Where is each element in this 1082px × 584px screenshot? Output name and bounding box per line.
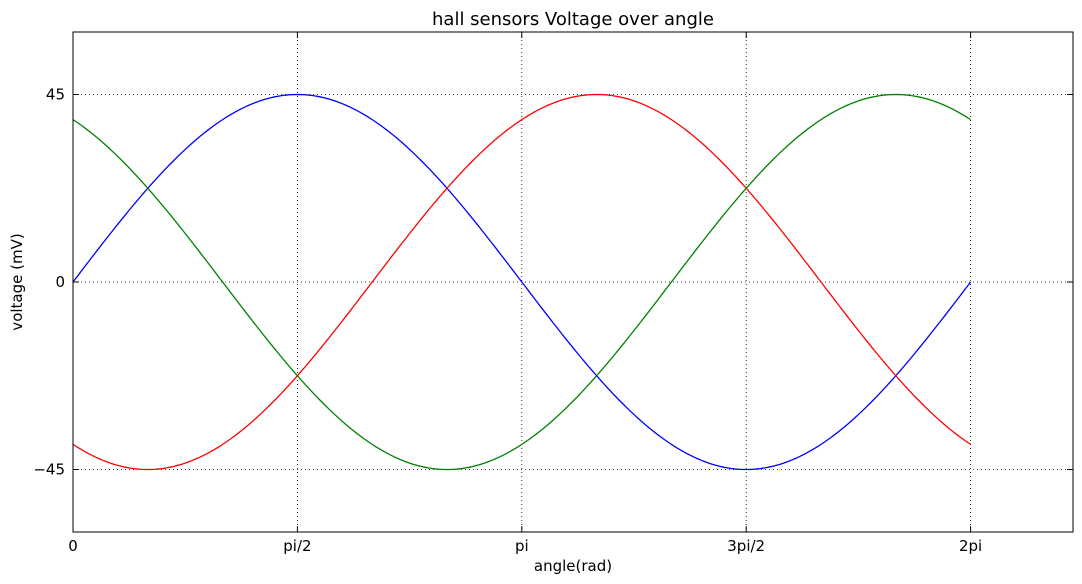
axis-ticks — [72, 32, 1073, 532]
y-tick-label: −45 — [33, 461, 65, 479]
y-tick-label: 45 — [46, 86, 65, 104]
x-tick-label: pi — [515, 537, 529, 555]
x-tick-label: pi/2 — [283, 537, 311, 555]
grid-lines — [73, 32, 1073, 532]
x-tick-label: 3pi/2 — [727, 537, 765, 555]
series-line-3 — [72, 93, 971, 471]
x-axis-label: angle(rad) — [534, 557, 612, 575]
series-line-1 — [72, 93, 972, 471]
x-tick-label: 2pi — [959, 537, 982, 555]
x-tick-label: 0 — [68, 537, 78, 555]
series-line-2 — [72, 93, 971, 471]
y-tick-label: 0 — [55, 273, 65, 291]
tick-labels: 0 pi/2 pi 3pi/2 2pi 45 0 −45 — [33, 86, 982, 556]
chart-title: hall sensors Voltage over angle — [432, 9, 714, 30]
y-axis-label: voltage (mV) — [8, 233, 26, 330]
series-lines — [72, 93, 972, 471]
